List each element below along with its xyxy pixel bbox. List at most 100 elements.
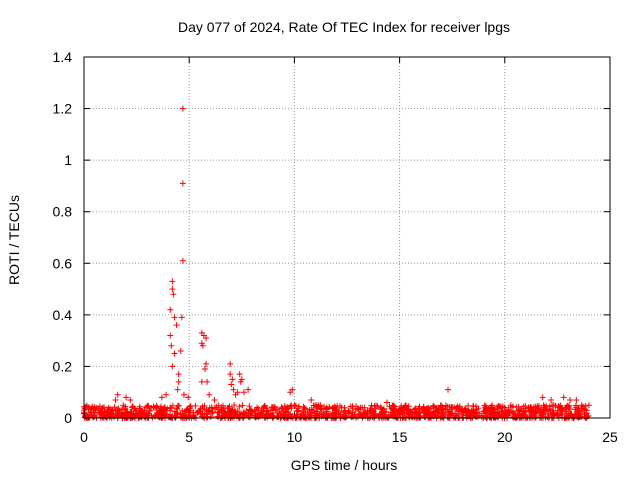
data-point [179, 105, 186, 112]
baseline-point [503, 411, 510, 418]
baseline-point [496, 410, 503, 417]
baseline-point [406, 413, 413, 420]
baseline-point [137, 409, 144, 416]
baseline-point [238, 410, 245, 417]
baseline-point [358, 411, 365, 418]
baseline-point [514, 407, 521, 414]
baseline-point [173, 404, 180, 411]
x-tick-label: 20 [497, 429, 513, 445]
data-point [198, 378, 205, 385]
baseline-point [167, 407, 174, 414]
baseline-point [442, 405, 449, 412]
baseline-point [448, 410, 455, 417]
baseline-point [231, 402, 238, 409]
data-point [169, 363, 176, 370]
baseline-point [498, 407, 505, 414]
data-point [175, 371, 182, 378]
baseline-point [572, 406, 579, 413]
data-point [179, 180, 186, 187]
baseline-point [301, 404, 308, 411]
baseline-point [581, 409, 588, 416]
baseline-point [105, 404, 112, 411]
data-point [211, 396, 218, 403]
baseline-point [140, 409, 147, 416]
data-point [573, 396, 580, 403]
baseline-point [367, 413, 374, 420]
baseline-point [278, 404, 285, 411]
baseline-point [546, 403, 553, 410]
baseline-point [553, 412, 560, 419]
data-point [203, 335, 210, 342]
baseline-point [100, 404, 107, 411]
data-point [179, 257, 186, 264]
baseline-point [226, 403, 233, 410]
baseline-point [472, 409, 479, 416]
baseline-point [402, 402, 409, 409]
baseline-point [182, 412, 189, 419]
y-tick-label: 0.6 [53, 255, 73, 271]
data-point [228, 381, 235, 388]
baseline-point [394, 413, 401, 420]
data-point [199, 342, 206, 349]
data-point [169, 278, 176, 285]
data-point [167, 306, 174, 313]
baseline-point [575, 413, 582, 420]
baseline-point [338, 404, 345, 411]
baseline-point [434, 411, 441, 418]
data-point [227, 371, 234, 378]
data-point [158, 394, 165, 401]
baseline-point [146, 408, 153, 415]
baseline-point [402, 402, 409, 409]
y-tick-label: 0 [64, 410, 72, 426]
baseline-point [552, 403, 559, 410]
baseline-point [183, 406, 190, 413]
baseline-point [371, 403, 378, 410]
baseline-point [403, 409, 410, 416]
baseline-point [129, 403, 136, 410]
data-point [174, 386, 181, 393]
baseline-point [487, 412, 494, 419]
baseline-point [498, 404, 505, 411]
baseline-point [539, 408, 546, 415]
baseline-point [481, 402, 488, 409]
baseline-point [253, 414, 260, 421]
baseline-point [333, 406, 340, 413]
baseline-point [277, 410, 284, 417]
y-tick-label: 0.8 [53, 204, 73, 220]
data-point [234, 389, 241, 396]
baseline-point [559, 407, 566, 414]
data-point [204, 378, 211, 385]
baseline-point [288, 413, 295, 420]
baseline-point [525, 407, 532, 414]
baseline-point [377, 404, 384, 411]
baseline-point [337, 411, 344, 418]
data-point [178, 314, 185, 321]
baseline-point [129, 404, 136, 411]
baseline-point [299, 410, 306, 417]
baseline-point [214, 409, 221, 416]
baseline-point [161, 409, 168, 416]
baseline-point [473, 403, 480, 410]
data-points [112, 105, 580, 406]
data-point [245, 386, 252, 393]
baseline-point [584, 414, 591, 421]
baseline-point [492, 406, 499, 413]
baseline-point [310, 402, 317, 409]
baseline-point [522, 405, 529, 412]
baseline-point [320, 403, 327, 410]
baseline-point [376, 411, 383, 418]
baseline-point [504, 410, 511, 417]
y-axis-label: ROTI / TECUs [6, 195, 22, 285]
baseline-point [522, 402, 529, 409]
baseline-point [281, 402, 288, 409]
baseline-point [532, 403, 539, 410]
baseline-point [567, 411, 574, 418]
baseline-point [209, 410, 216, 417]
y-tick-label: 0.2 [53, 358, 73, 374]
data-point [167, 332, 174, 339]
baseline-point [262, 412, 269, 419]
baseline-point [432, 408, 439, 415]
baseline-point [369, 407, 376, 414]
baseline-point [309, 407, 316, 414]
baseline-point [273, 410, 280, 417]
